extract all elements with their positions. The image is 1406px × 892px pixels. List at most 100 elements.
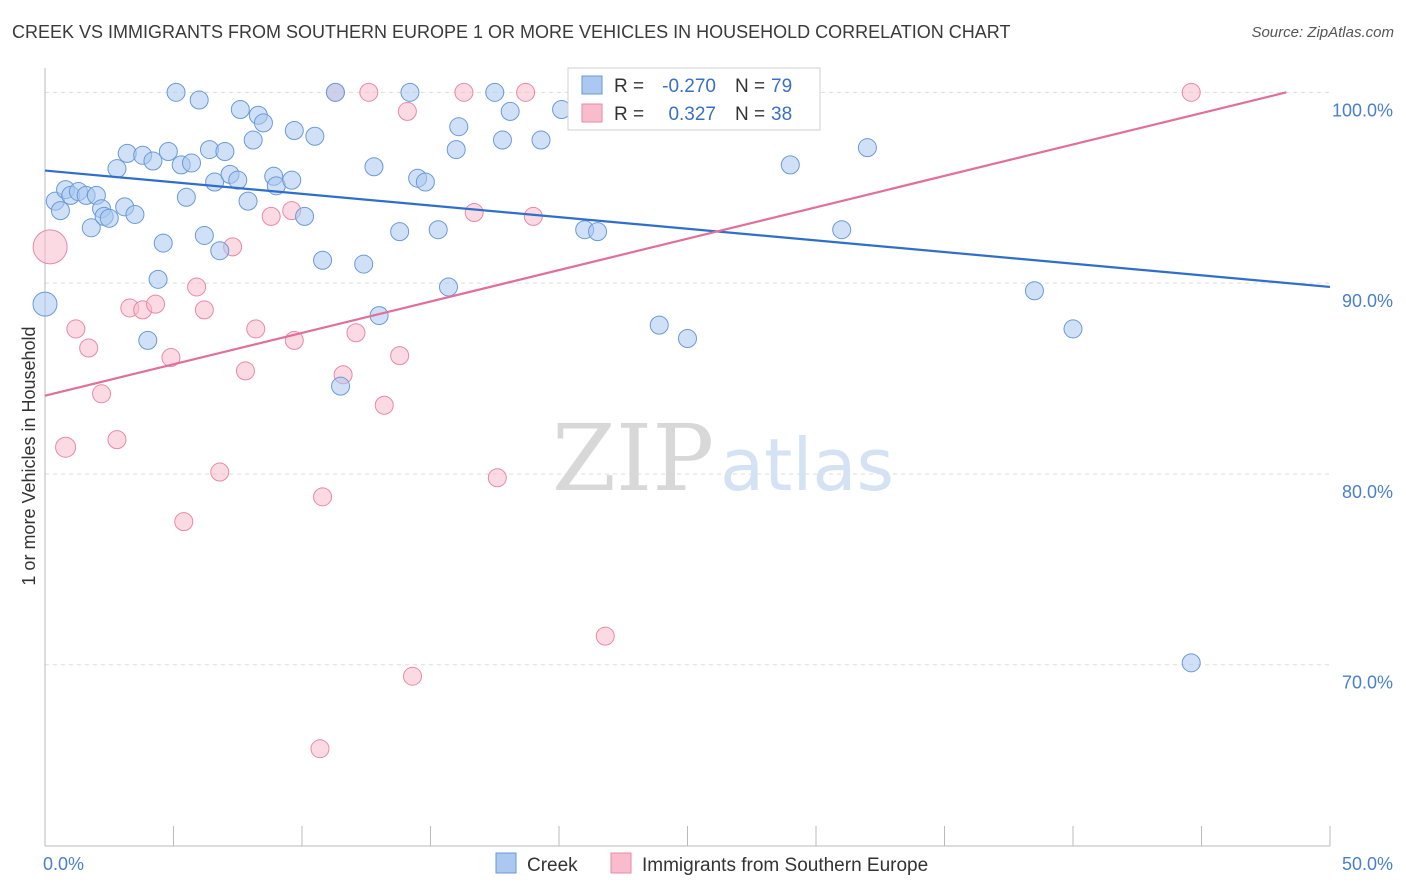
trend-line-immigrants [44,91,1287,397]
legend-swatch-creek-bottom [495,852,517,874]
creek-point [32,291,58,317]
creek-point [857,138,877,158]
legend-n-value-immigrants: 38 [771,104,792,125]
immigrants-point [454,82,474,102]
creek-point [500,101,520,121]
immigrants-point [310,739,330,759]
creek-point [1063,319,1083,339]
immigrants-point [146,294,166,314]
immigrants-point [397,101,417,121]
trend-lines [44,91,1331,397]
creek-point [138,330,158,350]
creek-point [331,376,351,396]
creek-point [313,250,333,270]
watermark-atlas: atlas [720,423,894,507]
creek-point [99,208,119,228]
immigrants-point [55,436,77,458]
creek-point [107,159,127,179]
creek-point [238,191,258,211]
immigrants-point [359,82,379,102]
creek-point [166,82,186,102]
creek-point [50,201,70,221]
y-axis-label: 1 or more Vehicles in Household [19,326,39,585]
creek-point [832,220,852,240]
creek-point [780,155,800,175]
creek-point [678,328,697,348]
creek-point [194,225,214,245]
stats-legend: R = -0.270 N = 79 R = 0.327 N = 38 [567,67,821,131]
legend-n-label-immigrants: N = [735,104,765,125]
creek-point [390,222,410,242]
creek-point [284,121,304,141]
legend-r-label-creek: R = [614,76,644,97]
creek-point [1181,653,1201,673]
immigrants-point [390,346,410,366]
immigrants-point [79,338,99,358]
creek-point [210,241,230,261]
creek-point [531,130,551,150]
creek-point [400,82,420,102]
creek-point [485,82,505,102]
immigrants-point [464,203,484,223]
creek-point [325,82,345,102]
creek-point [176,187,196,207]
creek-point [148,269,168,289]
series-immigrants [32,82,1201,759]
tick-labels: 100.0% 90.0% 80.0% 70.0% 0.0% 50.0% [43,100,1393,874]
creek-point [81,218,101,238]
creek-point [282,170,302,190]
immigrants-point [346,323,366,343]
creek-point [415,172,435,192]
legend-label-creek: Creek [527,855,578,876]
creek-point [446,140,466,160]
immigrants-point [235,361,255,381]
immigrants-point [187,277,207,297]
immigrants-point [107,430,127,450]
series-legend: Creek Immigrants from Southern Europe [495,852,928,876]
immigrants-point [595,626,615,646]
creek-point [354,254,374,274]
immigrants-point [261,206,281,226]
creek-point [428,220,448,240]
creek-point [295,206,315,226]
immigrants-point [313,487,333,507]
immigrants-point [487,468,507,488]
creek-point [649,315,669,335]
legend-swatch-creek [581,75,603,95]
legend-swatch-immigrants [581,103,603,123]
immigrants-point [194,300,214,320]
legend-swatch-immigrants-bottom [610,852,632,874]
chart-source: Source: ZipAtlas.com [1251,24,1394,41]
watermark: ZIP atlas [552,405,894,512]
immigrants-point [92,384,112,404]
immigrants-point [161,348,181,368]
immigrants-point [32,229,68,265]
creek-point [215,141,235,161]
series-creek [32,82,1201,673]
immigrants-point [1181,82,1201,102]
creek-point [253,113,273,133]
legend-r-value-immigrants: 0.327 [668,104,716,125]
trend-line-creek [44,169,1331,289]
creek-point [230,100,250,120]
creek-point [449,117,469,137]
creek-point [438,277,458,297]
creek-point [588,222,608,242]
creek-point [364,157,384,177]
axes [44,68,1331,847]
creek-point [189,90,209,110]
legend-label-immigrants: Immigrants from Southern Europe [642,855,928,876]
immigrants-point [246,319,266,339]
legend-n-label-creek: N = [735,76,765,97]
watermark-zip: ZIP [552,405,714,512]
chart-title: CREEK VS IMMIGRANTS FROM SOUTHERN EUROPE… [12,22,1011,42]
creek-point [125,204,145,224]
creek-point [243,130,263,150]
legend-r-value-creek: -0.270 [662,76,716,97]
x-tick-label: 0.0% [43,854,84,874]
creek-point [305,126,325,146]
legend-r-label-immigrants: R = [614,104,644,125]
stats-legend-box [567,67,821,131]
immigrants-point [174,512,194,532]
immigrants-point [516,82,536,102]
